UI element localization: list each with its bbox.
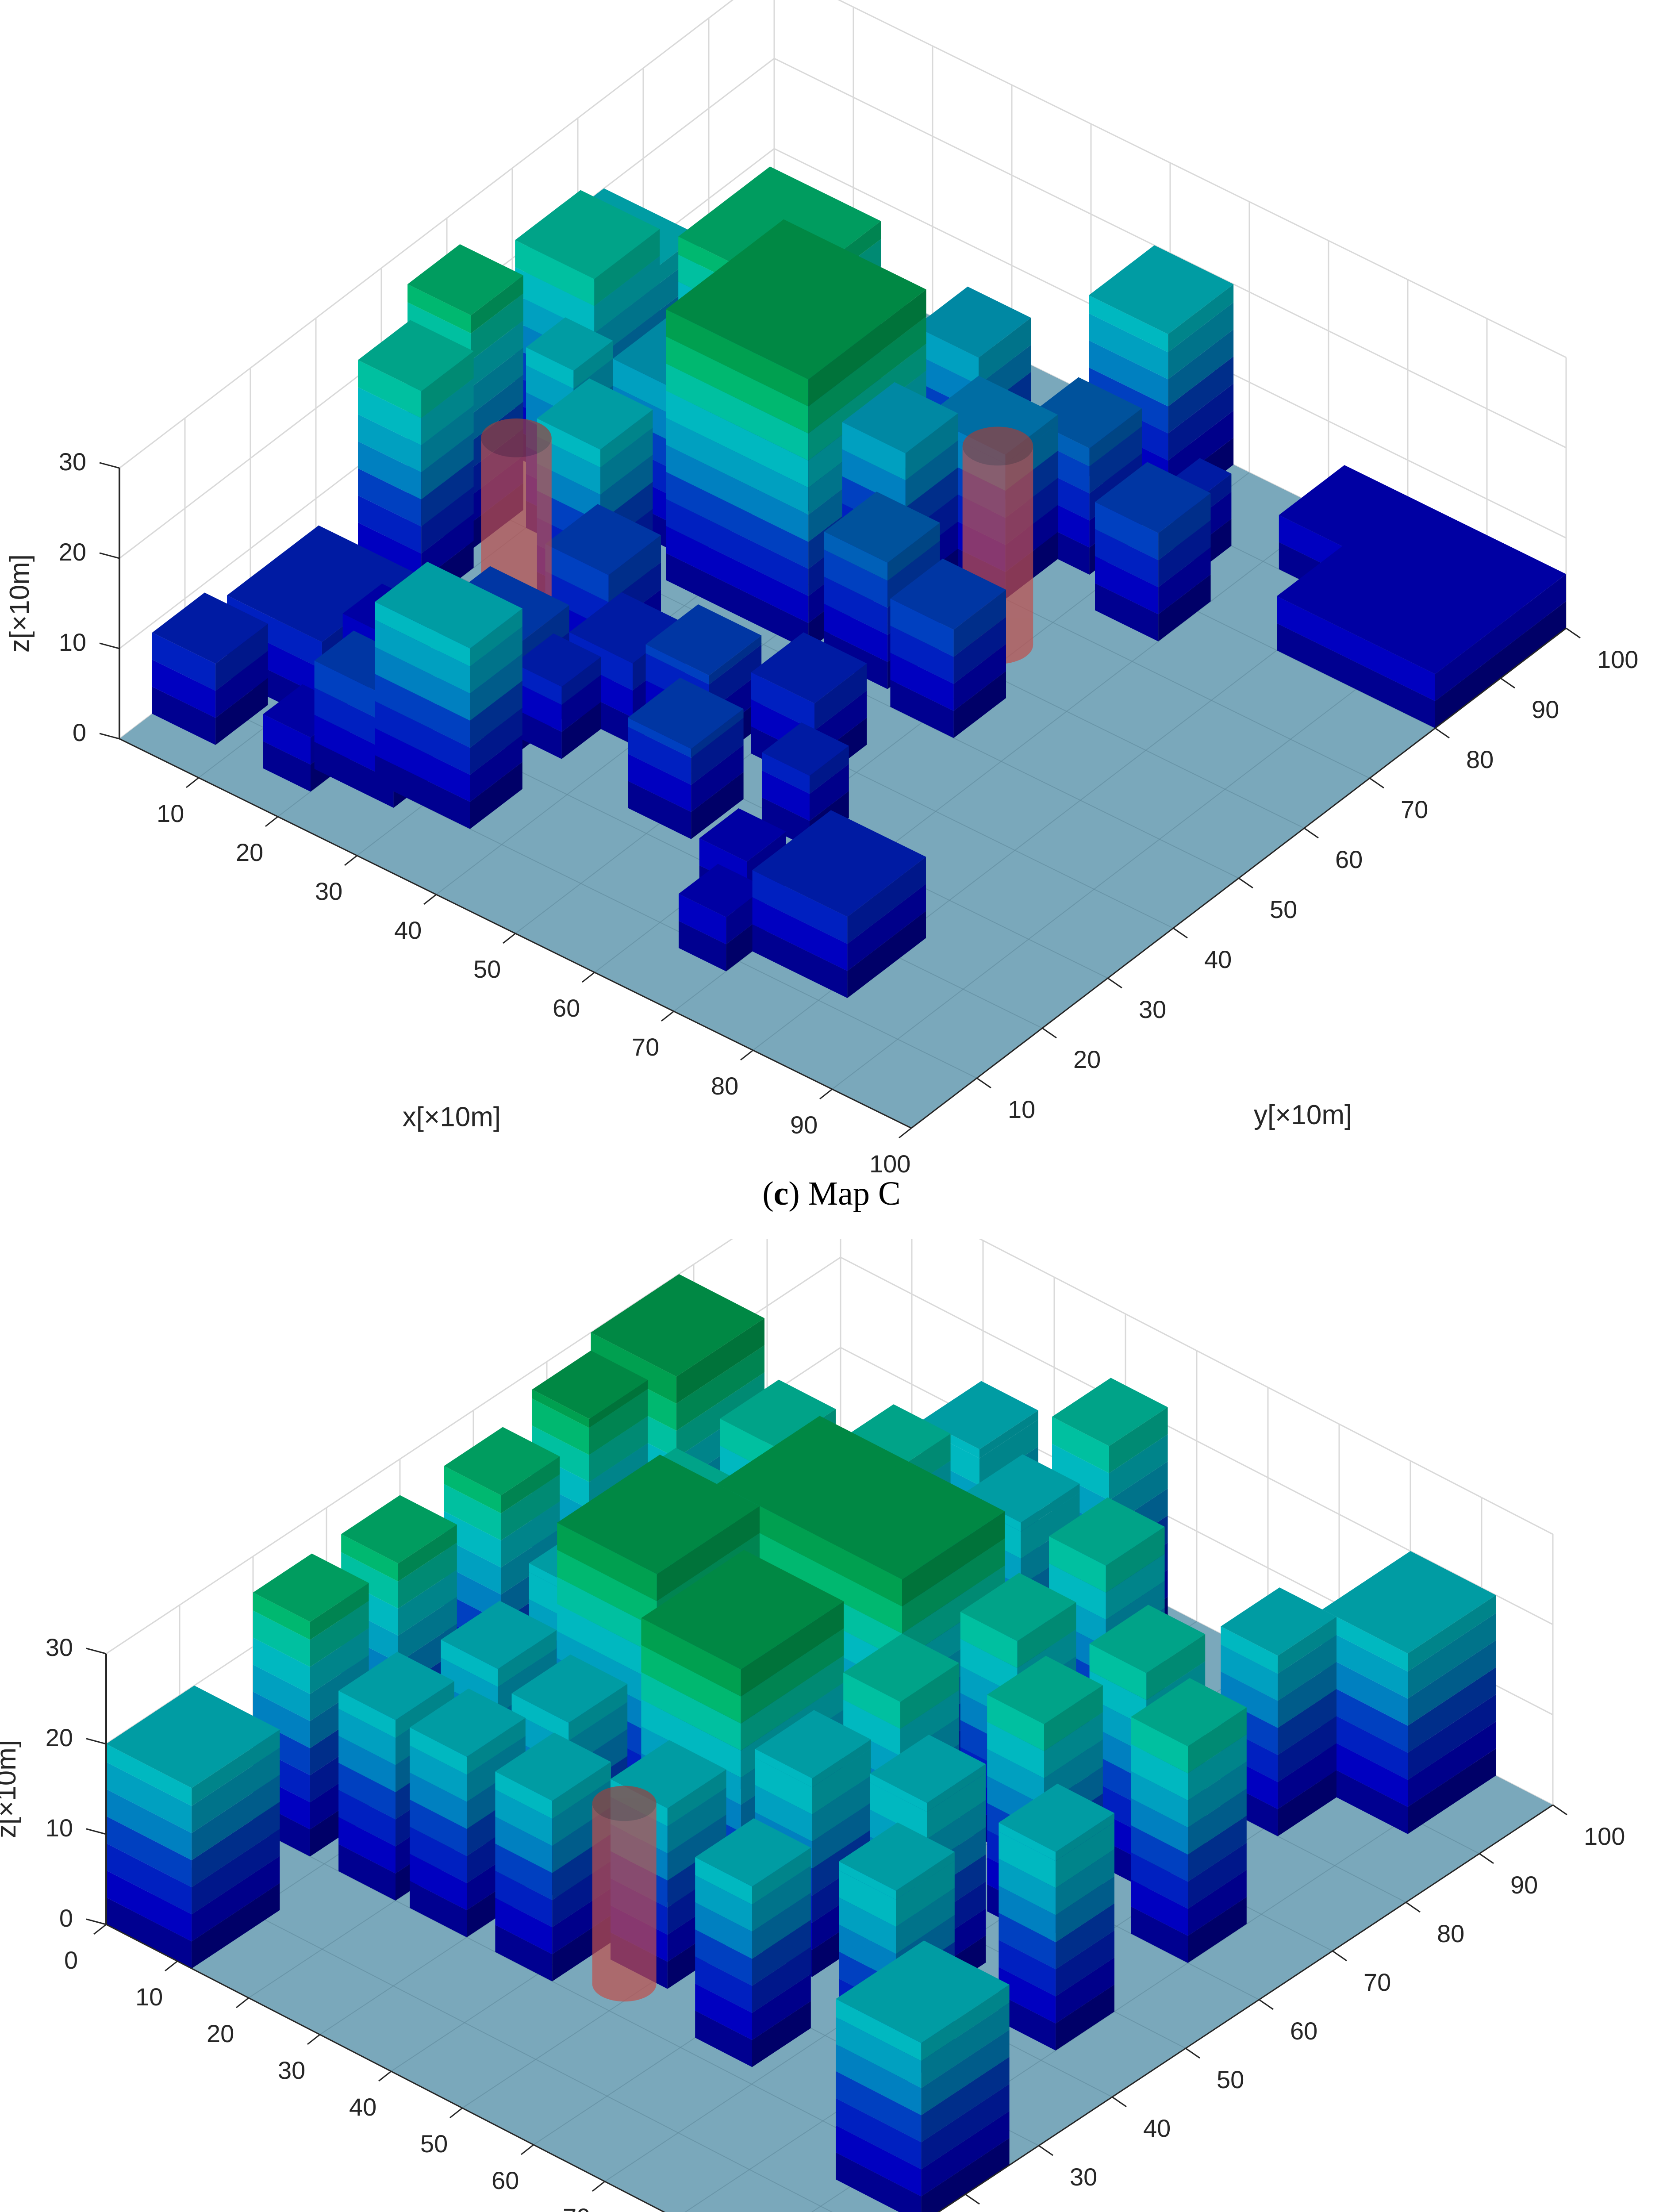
y-tick-label: 60 xyxy=(1290,2017,1317,2045)
x-tick-label: 90 xyxy=(790,1111,818,1139)
x-tick-label: 70 xyxy=(563,2203,590,2212)
building xyxy=(628,677,744,839)
building xyxy=(1277,496,1566,728)
building xyxy=(1221,1587,1337,1836)
map-c-plot: 1020304050607080901001020304050607080901… xyxy=(4,0,1638,1178)
y-tick-label: 80 xyxy=(1437,1920,1464,1947)
building xyxy=(1089,245,1234,515)
building xyxy=(836,1940,1010,2212)
map-d-panel: 0102030405060708090100010203040506070809… xyxy=(0,1239,1663,2212)
building xyxy=(890,558,1006,738)
x-tick-label: 30 xyxy=(315,877,342,905)
buildings xyxy=(152,166,1566,998)
z-tick-label: 0 xyxy=(73,718,86,746)
y-tick-label: 50 xyxy=(1217,2066,1244,2093)
y-tick-label: 90 xyxy=(1510,1871,1538,1899)
y-tick-label: 90 xyxy=(1532,695,1559,723)
y-tick-label: 100 xyxy=(1597,645,1638,673)
z-axis-label: z[×10m] xyxy=(0,1740,22,1838)
y-axis-label: y[×10m] xyxy=(1254,1100,1352,1130)
x-tick-label: 70 xyxy=(632,1033,659,1061)
y-tick-label: 40 xyxy=(1204,945,1232,973)
y-tick-label: 100 xyxy=(1584,1822,1625,1850)
building xyxy=(152,592,268,745)
y-tick-label: 70 xyxy=(1401,795,1428,823)
x-tick-label: 20 xyxy=(207,2020,234,2047)
x-tick-label: 40 xyxy=(394,916,422,944)
y-tick-label: 70 xyxy=(1363,1968,1391,1996)
map-c-caption: (c) Map C xyxy=(762,1175,901,1212)
y-tick-label: 30 xyxy=(1070,2163,1097,2191)
y-tick-label: 10 xyxy=(1008,1095,1035,1123)
building xyxy=(106,1686,280,1969)
z-tick-label: 0 xyxy=(59,1904,73,1932)
map-c-panel: 10 20 30 40 50 60 70 80 90 100 10 20 30 40 50 60 70 80 90 1… xyxy=(4,0,1638,1212)
building xyxy=(1095,462,1211,641)
building xyxy=(695,1818,811,2067)
y-tick-label: 80 xyxy=(1466,745,1494,773)
threat-cylinder xyxy=(592,1786,657,2002)
x-tick-label: 50 xyxy=(420,2130,448,2158)
x-tick-label: 50 xyxy=(473,955,501,983)
y-tick-label: 40 xyxy=(1143,2114,1171,2142)
x-tick-label: 30 xyxy=(278,2056,305,2084)
x-tick-label: 60 xyxy=(553,994,580,1022)
building xyxy=(1322,1551,1496,1834)
x-tick-label: 20 xyxy=(236,838,263,866)
y-tick-label: 30 xyxy=(1139,995,1166,1023)
z-tick-label: 30 xyxy=(59,448,86,476)
x-tick-label: 40 xyxy=(349,2093,376,2121)
y-tick-label: 20 xyxy=(1073,1045,1101,1073)
building xyxy=(762,722,849,848)
x-tick-label: 100 xyxy=(869,1150,910,1178)
y-tick-label: 50 xyxy=(1270,895,1297,923)
caption-letter: c xyxy=(773,1175,789,1212)
z-tick-label: 20 xyxy=(46,1724,73,1751)
map-d-plot: 0102030405060708090100010203040506070809… xyxy=(0,1239,1625,2212)
x-tick-label: 10 xyxy=(157,799,184,827)
building xyxy=(1131,1678,1247,1963)
axes: 1020304050607080901001020304050607080901… xyxy=(4,448,1638,1178)
z-tick-label: 10 xyxy=(46,1814,73,1842)
building xyxy=(999,1783,1114,2051)
building xyxy=(679,864,766,972)
x-tick-label: 0 xyxy=(64,1946,78,1974)
axes: 0102030405060708090100010203040506070809… xyxy=(0,1633,1625,2212)
x-tick-label: 80 xyxy=(711,1072,738,1100)
z-tick-label: 20 xyxy=(59,538,86,566)
building xyxy=(752,810,926,998)
z-tick-label: 30 xyxy=(46,1633,73,1661)
z-tick-label: 10 xyxy=(59,628,86,656)
x-tick-label: 60 xyxy=(492,2166,519,2194)
caption-text: Map C xyxy=(808,1175,901,1212)
z-axis-label: z[×10m] xyxy=(4,554,35,653)
y-tick-label: 60 xyxy=(1335,845,1363,873)
building xyxy=(514,633,601,759)
x-axis-label: x[×10m] xyxy=(403,1102,501,1133)
x-tick-label: 10 xyxy=(135,1983,163,2011)
building xyxy=(375,561,522,829)
buildings xyxy=(106,1274,1496,2212)
